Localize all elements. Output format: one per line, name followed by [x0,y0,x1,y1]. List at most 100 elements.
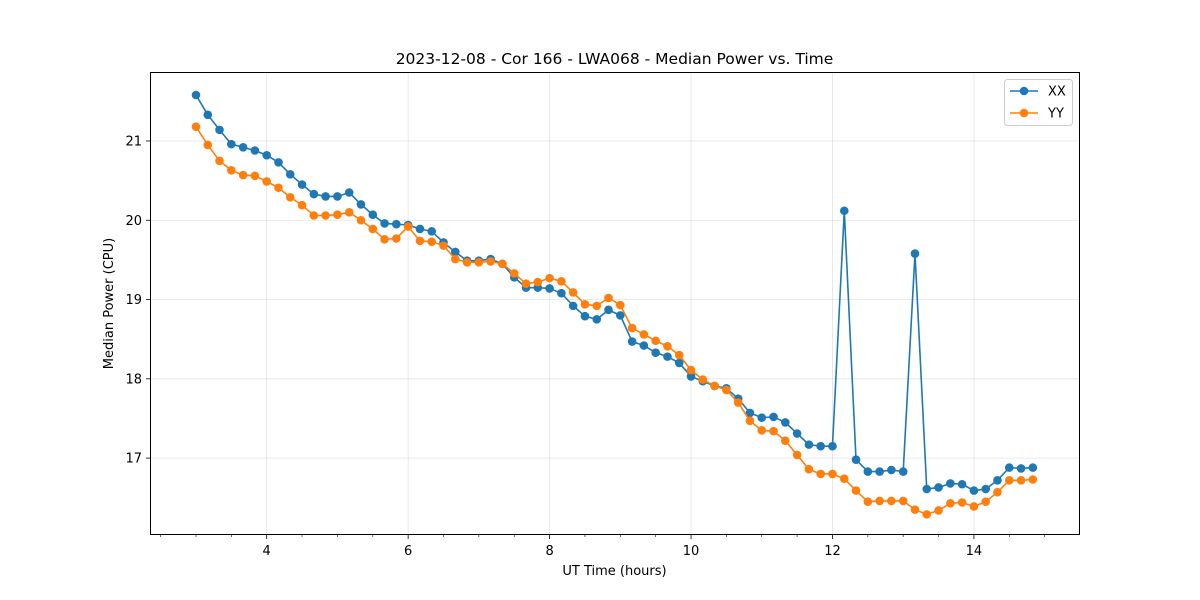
data-point-yy [674,350,684,360]
data-point-yy [1004,475,1014,485]
data-point-yy [898,496,908,506]
data-point-xx [1004,463,1014,472]
data-point-yy [887,496,896,506]
data-point-yy [698,375,708,384]
data-point-xx [616,311,625,320]
data-point-xx [875,467,884,476]
data-point-xx [780,418,790,427]
data-point-xx [368,210,378,220]
data-point-yy [757,426,767,435]
y-tick-label: 19 [125,293,142,308]
data-point-xx [297,180,307,189]
data-point-yy [557,277,566,286]
x-axis-label: UT Time (hours) [562,564,666,579]
data-point-xx [262,150,271,160]
data-point-yy [368,224,378,234]
data-point-yy [486,257,495,266]
data-point-xx [957,479,967,489]
x-tick-label: 14 [966,544,983,559]
data-point-xx [309,189,319,199]
data-point-xx [934,483,943,492]
data-point-xx [580,311,590,321]
data-point-xx [804,440,814,449]
data-point-yy [639,330,649,339]
data-point-yy [509,269,519,278]
data-point-yy [238,170,248,180]
y-axis-label: Median Power (CPU) [102,238,117,369]
data-point-yy [686,365,696,375]
data-point-yy [498,259,507,269]
data-point-yy [1028,475,1038,484]
data-point-yy [957,498,967,507]
y-tick-label: 20 [125,214,142,229]
data-point-xx [639,341,649,350]
data-point-xx [321,192,330,201]
data-point-yy [816,469,825,479]
chart-title: 2023-12-08 - Cor 166 - LWA068 - Median P… [396,50,834,68]
data-point-yy [946,498,955,508]
data-point-xx [863,467,873,476]
data-point-xx [285,169,295,179]
data-point-xx [851,455,861,464]
data-point-yy [439,241,448,250]
data-point-xx [816,441,825,451]
data-point-yy [839,474,849,484]
data-point-yy [745,416,755,426]
data-point-yy [851,486,861,495]
data-point-yy [392,234,401,243]
data-point-xx [769,412,778,422]
data-point-xx [745,408,755,418]
data-point-yy [191,122,201,132]
data-point-xx [969,486,979,495]
x-tick-label: 6 [404,544,412,559]
data-point-xx [274,158,283,167]
data-point-xx [380,219,389,228]
data-point-xx [674,358,684,368]
axis-ticks: 4 6 8 10 12 14 17 18 19 20 21 [125,134,1045,559]
data-point-yy [969,502,979,511]
data-point-xx [981,484,991,494]
legend-marker-xx [1019,86,1029,96]
y-tick-label: 17 [125,452,142,467]
legend-marker-yy [1019,108,1029,118]
data-point-yy [981,497,991,507]
data-point-xx [557,288,566,298]
data-point-xx [839,206,849,216]
data-point-yy [415,236,425,246]
x-tick-label: 8 [545,544,553,559]
data-point-yy [733,398,743,407]
data-point-yy [780,436,790,445]
data-point-yy [663,342,672,351]
data-point-xx [922,484,932,494]
data-point-yy [356,215,366,225]
data-point-yy [521,279,531,288]
data-point-yy [227,166,236,175]
data-point-yy [627,323,637,333]
plot-series [191,90,1038,519]
data-point-xx [910,249,920,258]
data-point-yy [203,140,213,150]
data-point-xx [1028,463,1038,472]
data-point-yy [769,426,778,436]
data-point-yy [545,273,554,283]
data-point-xx [993,475,1002,485]
data-point-yy [297,200,307,210]
y-tick-label: 21 [125,134,142,149]
data-point-yy [451,254,460,264]
data-point-xx [604,305,613,315]
data-point-yy [380,234,389,244]
data-point-xx [757,413,767,422]
data-point-xx [887,465,896,475]
data-point-xx [568,301,578,311]
data-point-xx [427,227,436,236]
data-point-xx [592,315,602,324]
data-point-yy [285,192,295,202]
x-tick-label: 12 [824,544,841,559]
data-point-xx [227,139,236,149]
data-point-xx [792,429,802,438]
data-point-yy [804,464,814,474]
data-point-yy [215,156,224,166]
data-point-yy [922,510,932,519]
